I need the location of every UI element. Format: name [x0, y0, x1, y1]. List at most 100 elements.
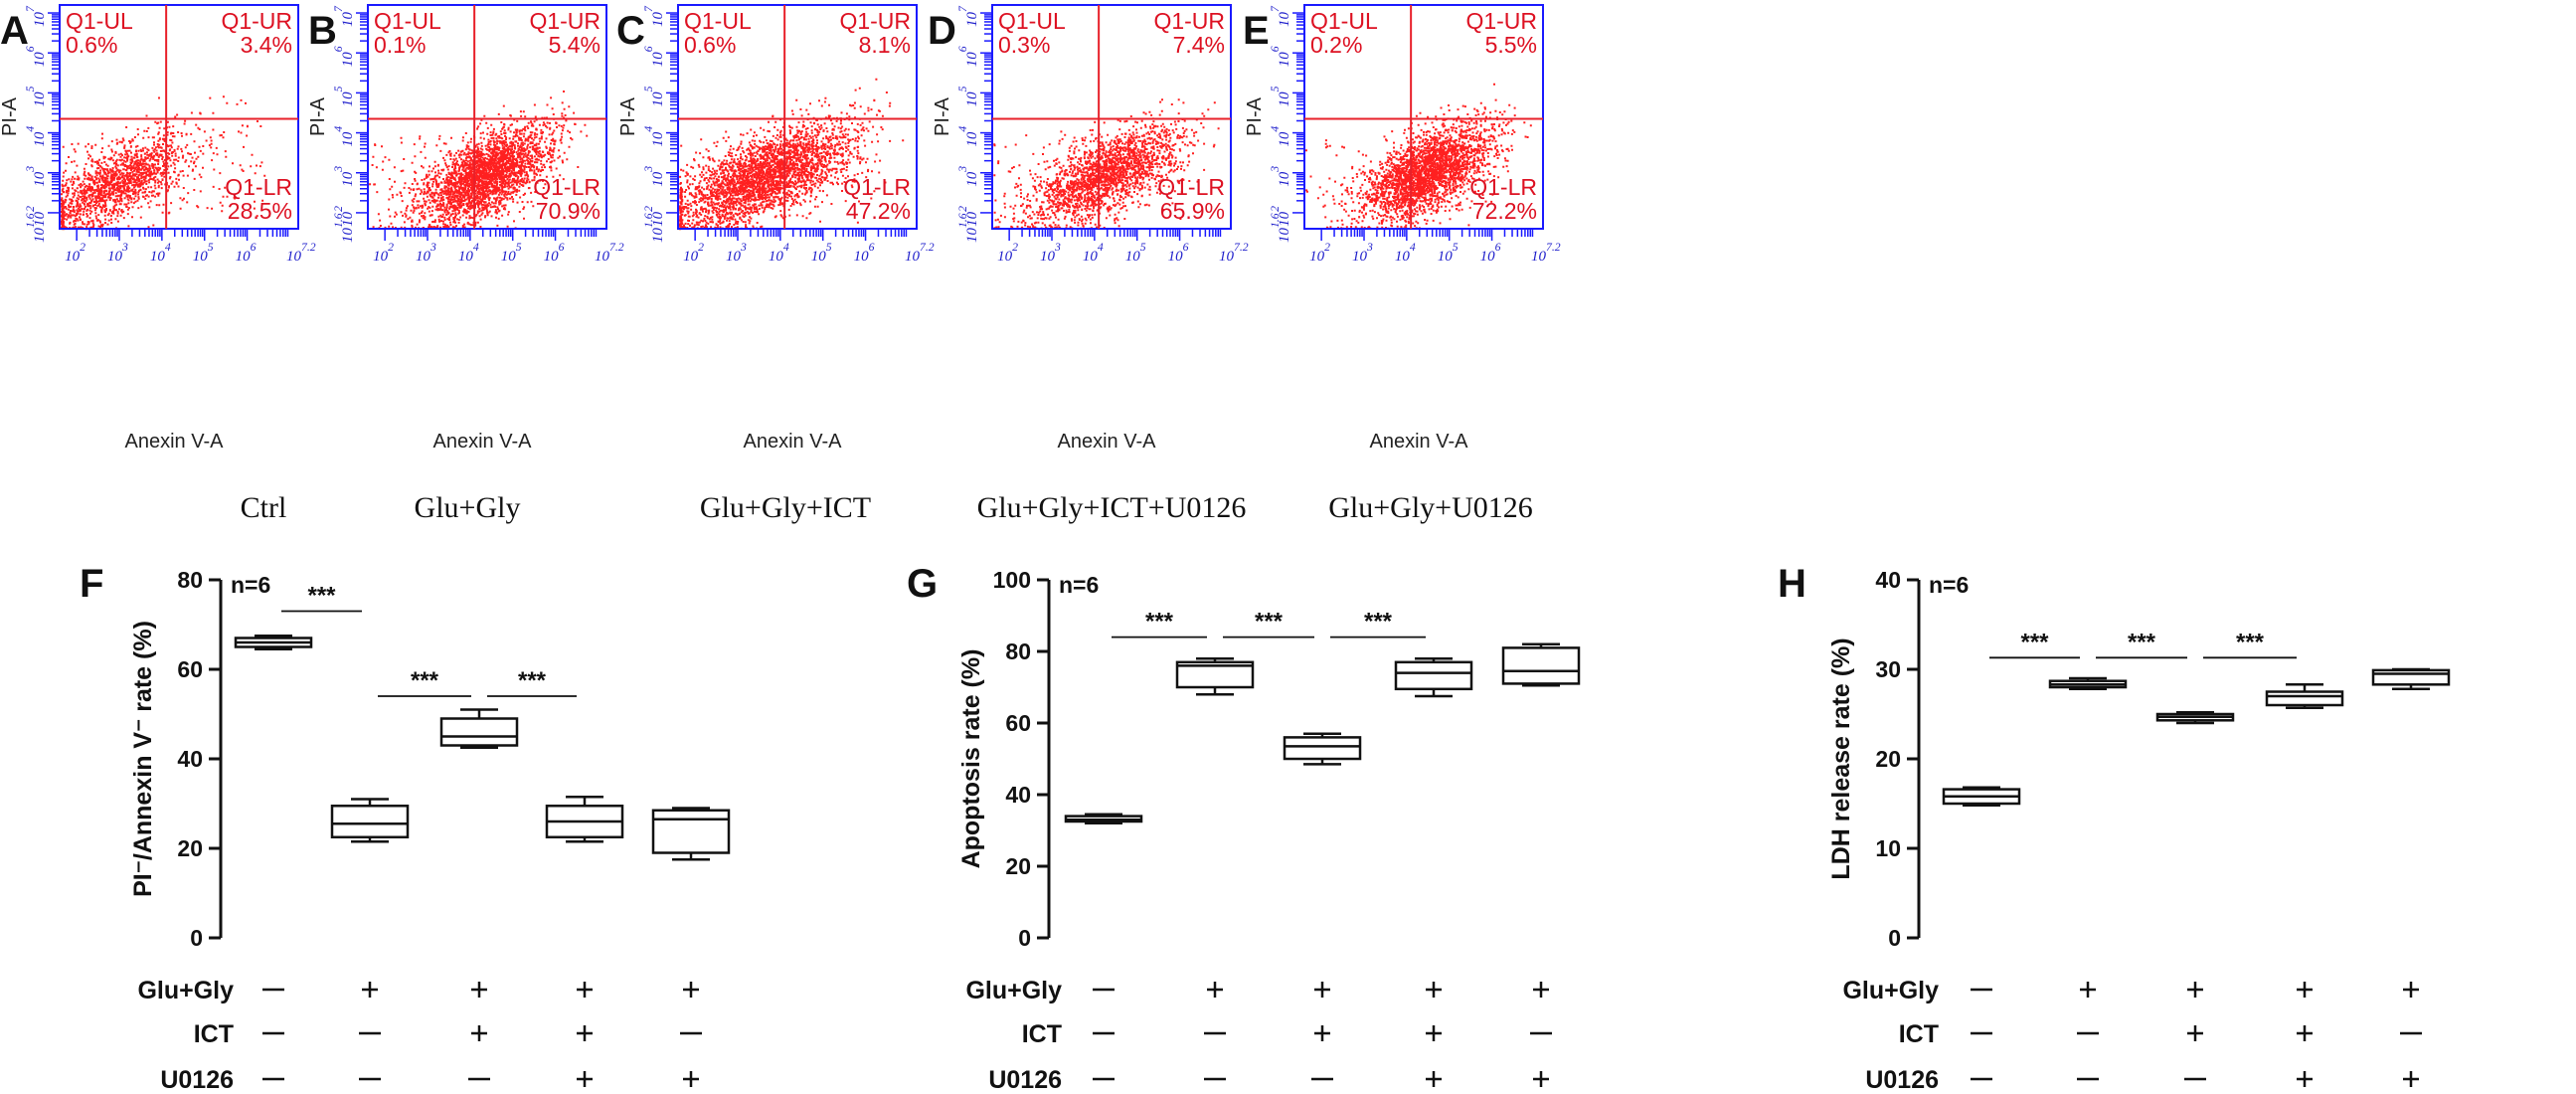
event-dots [678, 78, 905, 231]
panel-label-b: B [308, 9, 337, 53]
quadrant-ur-name: Q1-UR [221, 8, 292, 34]
quadrant-ur-name: Q1-UR [1153, 8, 1225, 34]
box-iqr [439, 717, 519, 747]
condition-row-label: Glu+Gly [965, 977, 1062, 1004]
quadrant-ul-name: Q1-UL [684, 8, 752, 34]
significance-stars: *** [1255, 609, 1284, 636]
y-tick-label: 105 [332, 86, 356, 106]
box-group-1 [1064, 813, 1143, 825]
significance-stars: *** [518, 667, 547, 694]
quadrant-ur-value: 5.5% [1485, 32, 1537, 58]
y-tick-label: 107 [332, 5, 356, 27]
y-tick-label: 101.6 [1269, 213, 1292, 243]
y-axis-title: PI-A [617, 96, 639, 136]
significance-stars: *** [2020, 629, 2049, 655]
quadrant-ur-name: Q1-UR [529, 8, 601, 34]
group-label: Glu+Gly+ICT [700, 491, 871, 524]
panel-label-f: F [80, 562, 103, 606]
x-tick-label: 104 [1395, 241, 1416, 265]
flow-panel-c: 102103104105106107.2101.6102103104105106… [616, 4, 935, 524]
y-tick-label: 20 [1005, 853, 1031, 879]
y-tick-label: 107 [24, 5, 48, 27]
y-tick-label: 104 [1269, 126, 1292, 147]
y-tick-label: 103 [642, 166, 666, 187]
quadrant-ul-value: 0.6% [66, 32, 117, 58]
condition-row-label: U0126 [988, 1066, 1062, 1094]
box-group-2 [330, 798, 410, 843]
event-dots [60, 95, 266, 231]
quadrant-ul-value: 0.6% [684, 32, 736, 58]
y-tick-label: 101.6 [956, 213, 980, 243]
event-dots [369, 91, 589, 231]
group-label: Glu+Gly+ICT+U0126 [977, 491, 1247, 524]
x-axis-title: Anexin V-A [1370, 431, 1469, 453]
y-tick-label: 101.6 [642, 213, 666, 243]
y-tick-label: 40 [1875, 567, 1901, 593]
y-tick-label: 102 [24, 206, 48, 227]
condition-row-label: Glu+Gly [1842, 977, 1939, 1004]
x-tick-label: 104 [769, 241, 789, 265]
quadrant-ur-value: 5.4% [549, 32, 601, 58]
quadrant-lr-name: Q1-LR [225, 174, 292, 200]
quadrant-lr-value: 70.9% [536, 198, 601, 224]
x-axis: 102 103 104 105 106 107.2 [1309, 229, 1561, 265]
group-label: Glu+Gly+U0126 [1328, 491, 1533, 524]
box-group-4 [1394, 656, 1473, 698]
y-tick-label: 40 [177, 746, 203, 772]
box-iqr [330, 805, 410, 838]
plot-frame [367, 4, 607, 230]
quadrant-ul-value: 0.3% [998, 32, 1050, 58]
x-tick-label: 105 [811, 241, 832, 265]
y-tick-label: 60 [1005, 710, 1031, 736]
y-tick-label: 101.6 [24, 213, 48, 243]
flow-cytometry-panels: 102103104105106107.2101.6102103104105106… [0, 4, 1561, 524]
x-tick-label: 107.2 [286, 241, 316, 265]
quadrant-lr-name: Q1-LR [843, 174, 911, 200]
y-tick-label: 0 [1888, 925, 1901, 951]
x-axis: 102 103 104 105 106 107.2 [683, 229, 935, 265]
y-tick-label: 40 [1005, 782, 1031, 808]
x-tick-label: 107.2 [905, 241, 935, 265]
y-tick-label: 104 [332, 126, 356, 147]
event-dot-cloud [993, 98, 1220, 231]
y-tick-label: 102 [642, 206, 666, 227]
x-tick-label: 106 [1168, 241, 1189, 265]
condition-row-label: ICT [194, 1020, 234, 1048]
event-dot-cloud [1304, 83, 1532, 231]
x-tick-label: 102 [65, 241, 86, 265]
y-tick-label: 10 [1875, 835, 1901, 861]
panel-label-e: E [1243, 9, 1270, 53]
panel-label-h: H [1778, 562, 1806, 606]
panel-label-a: A [0, 9, 29, 53]
box-group-5 [651, 807, 731, 861]
y-tick-label: 105 [956, 86, 980, 106]
y-tick-label: 105 [642, 86, 666, 106]
x-tick-label: 105 [1438, 241, 1459, 265]
y-tick-label: 104 [956, 126, 980, 147]
y-tick-label: 20 [1875, 746, 1901, 772]
flow-panel-b: 102103104105106107.2101.6102103104105106… [307, 4, 624, 524]
y-tick-label: 106 [1269, 46, 1292, 67]
quadrant-ur-value: 7.4% [1173, 32, 1225, 58]
flow-panel-a: 102103104105106107.2101.6102103104105106… [0, 4, 316, 524]
x-axis-title: Anexin V-A [744, 431, 843, 453]
y-axis-title: LDH release rate (%) [1827, 638, 1855, 879]
x-tick-label: 105 [193, 241, 214, 265]
y-axis-title: Apoptosis rate (%) [957, 649, 985, 869]
y-tick-label: 102 [332, 206, 356, 227]
x-axis: 102 103 104 105 106 107.2 [997, 229, 1249, 265]
x-tick-label: 107.2 [1219, 241, 1249, 265]
x-axis: 102 103 104 105 106 107.2 [65, 229, 316, 265]
quadrant-lr-name: Q1-LR [533, 174, 601, 200]
x-tick-label: 102 [373, 241, 394, 265]
y-axis-title: PI⁻/Annexin V⁻ rate (%) [129, 621, 157, 897]
flow-panel-d: 102103104105106107.2101.6102103104105106… [928, 4, 1249, 524]
quadrant-lr-value: 28.5% [228, 198, 292, 224]
box-iqr [2265, 690, 2344, 707]
x-tick-label: 103 [726, 241, 747, 265]
